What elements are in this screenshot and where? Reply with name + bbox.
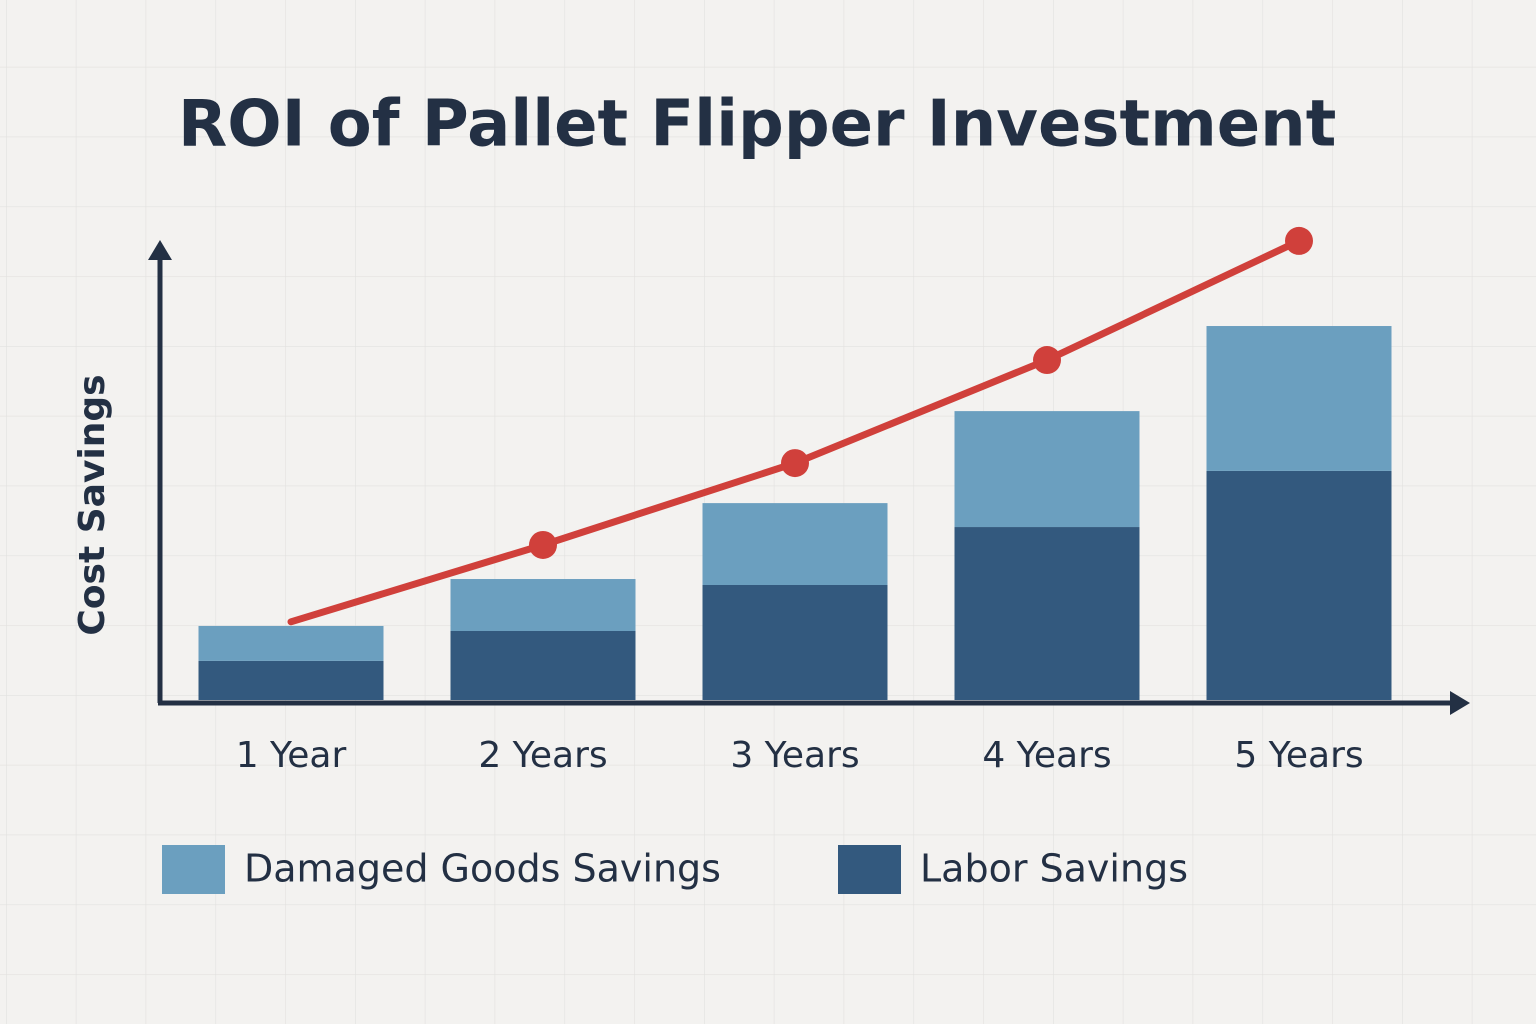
bar bbox=[954, 411, 1140, 528]
line-marker bbox=[781, 449, 809, 478]
x-tick-label: 3 Years bbox=[730, 735, 859, 776]
legend-swatch bbox=[162, 845, 225, 894]
bar bbox=[702, 503, 888, 585]
bar bbox=[198, 625, 384, 661]
line-marker bbox=[1285, 226, 1313, 255]
line-marker bbox=[1033, 346, 1061, 375]
legend-label: Labor Savings bbox=[920, 847, 1188, 891]
y-axis-arrow bbox=[148, 240, 172, 260]
x-tick-label: 1 Year bbox=[236, 735, 347, 776]
bar bbox=[1206, 326, 1392, 471]
legend-label: Damaged Goods Savings bbox=[244, 847, 721, 891]
x-axis-arrow bbox=[1450, 691, 1470, 715]
bar bbox=[198, 660, 384, 700]
chart-title: ROI of Pallet Flipper Investment bbox=[178, 88, 1336, 162]
x-tick-label: 2 Years bbox=[478, 735, 607, 776]
bar bbox=[450, 579, 636, 631]
plot-area bbox=[198, 226, 1392, 700]
bar bbox=[450, 631, 636, 700]
bar bbox=[702, 585, 888, 700]
line-marker bbox=[529, 530, 557, 559]
y-axis-label: Cost Savings bbox=[72, 374, 113, 635]
bar bbox=[1206, 470, 1392, 700]
legend-swatch bbox=[838, 845, 901, 894]
x-tick-label: 5 Years bbox=[1234, 735, 1363, 776]
x-tick-label: 4 Years bbox=[982, 735, 1111, 776]
bar bbox=[954, 527, 1140, 700]
